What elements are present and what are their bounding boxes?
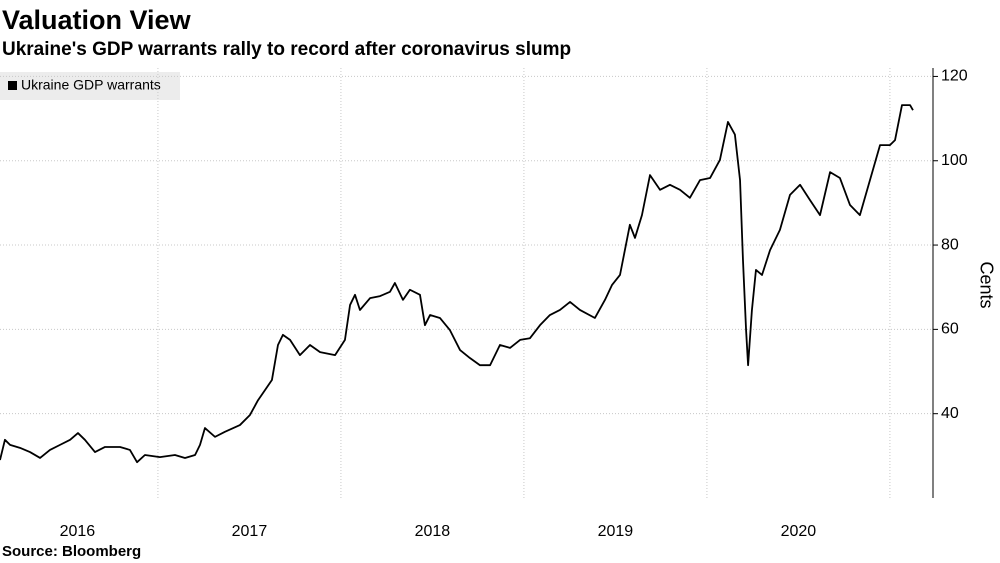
legend-swatch — [8, 81, 17, 90]
x-tick-label: 2020 — [781, 523, 817, 540]
y-tick-label: 60 — [941, 321, 959, 338]
data-line — [0, 104, 914, 464]
source: Source: Bloomberg — [2, 543, 141, 560]
chart-title: Valuation View — [2, 5, 192, 35]
x-tick-label: 2016 — [60, 523, 96, 540]
y-tick-label: 120 — [941, 68, 968, 85]
chart-subtitle: Ukraine's GDP warrants rally to record a… — [2, 39, 571, 60]
y-tick-label: 80 — [941, 236, 959, 253]
x-tick-label: 2019 — [598, 523, 634, 540]
y-tick-label: 40 — [941, 405, 959, 422]
legend-label: Ukraine GDP warrants — [21, 77, 161, 93]
x-tick-label: 2017 — [232, 523, 268, 540]
y-tick-label: 100 — [941, 152, 968, 169]
x-tick-label: 2018 — [415, 523, 451, 540]
y-axis-label: Cents — [976, 261, 996, 308]
